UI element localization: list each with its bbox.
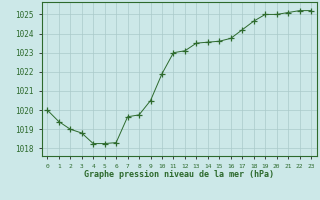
X-axis label: Graphe pression niveau de la mer (hPa): Graphe pression niveau de la mer (hPa)	[84, 170, 274, 179]
